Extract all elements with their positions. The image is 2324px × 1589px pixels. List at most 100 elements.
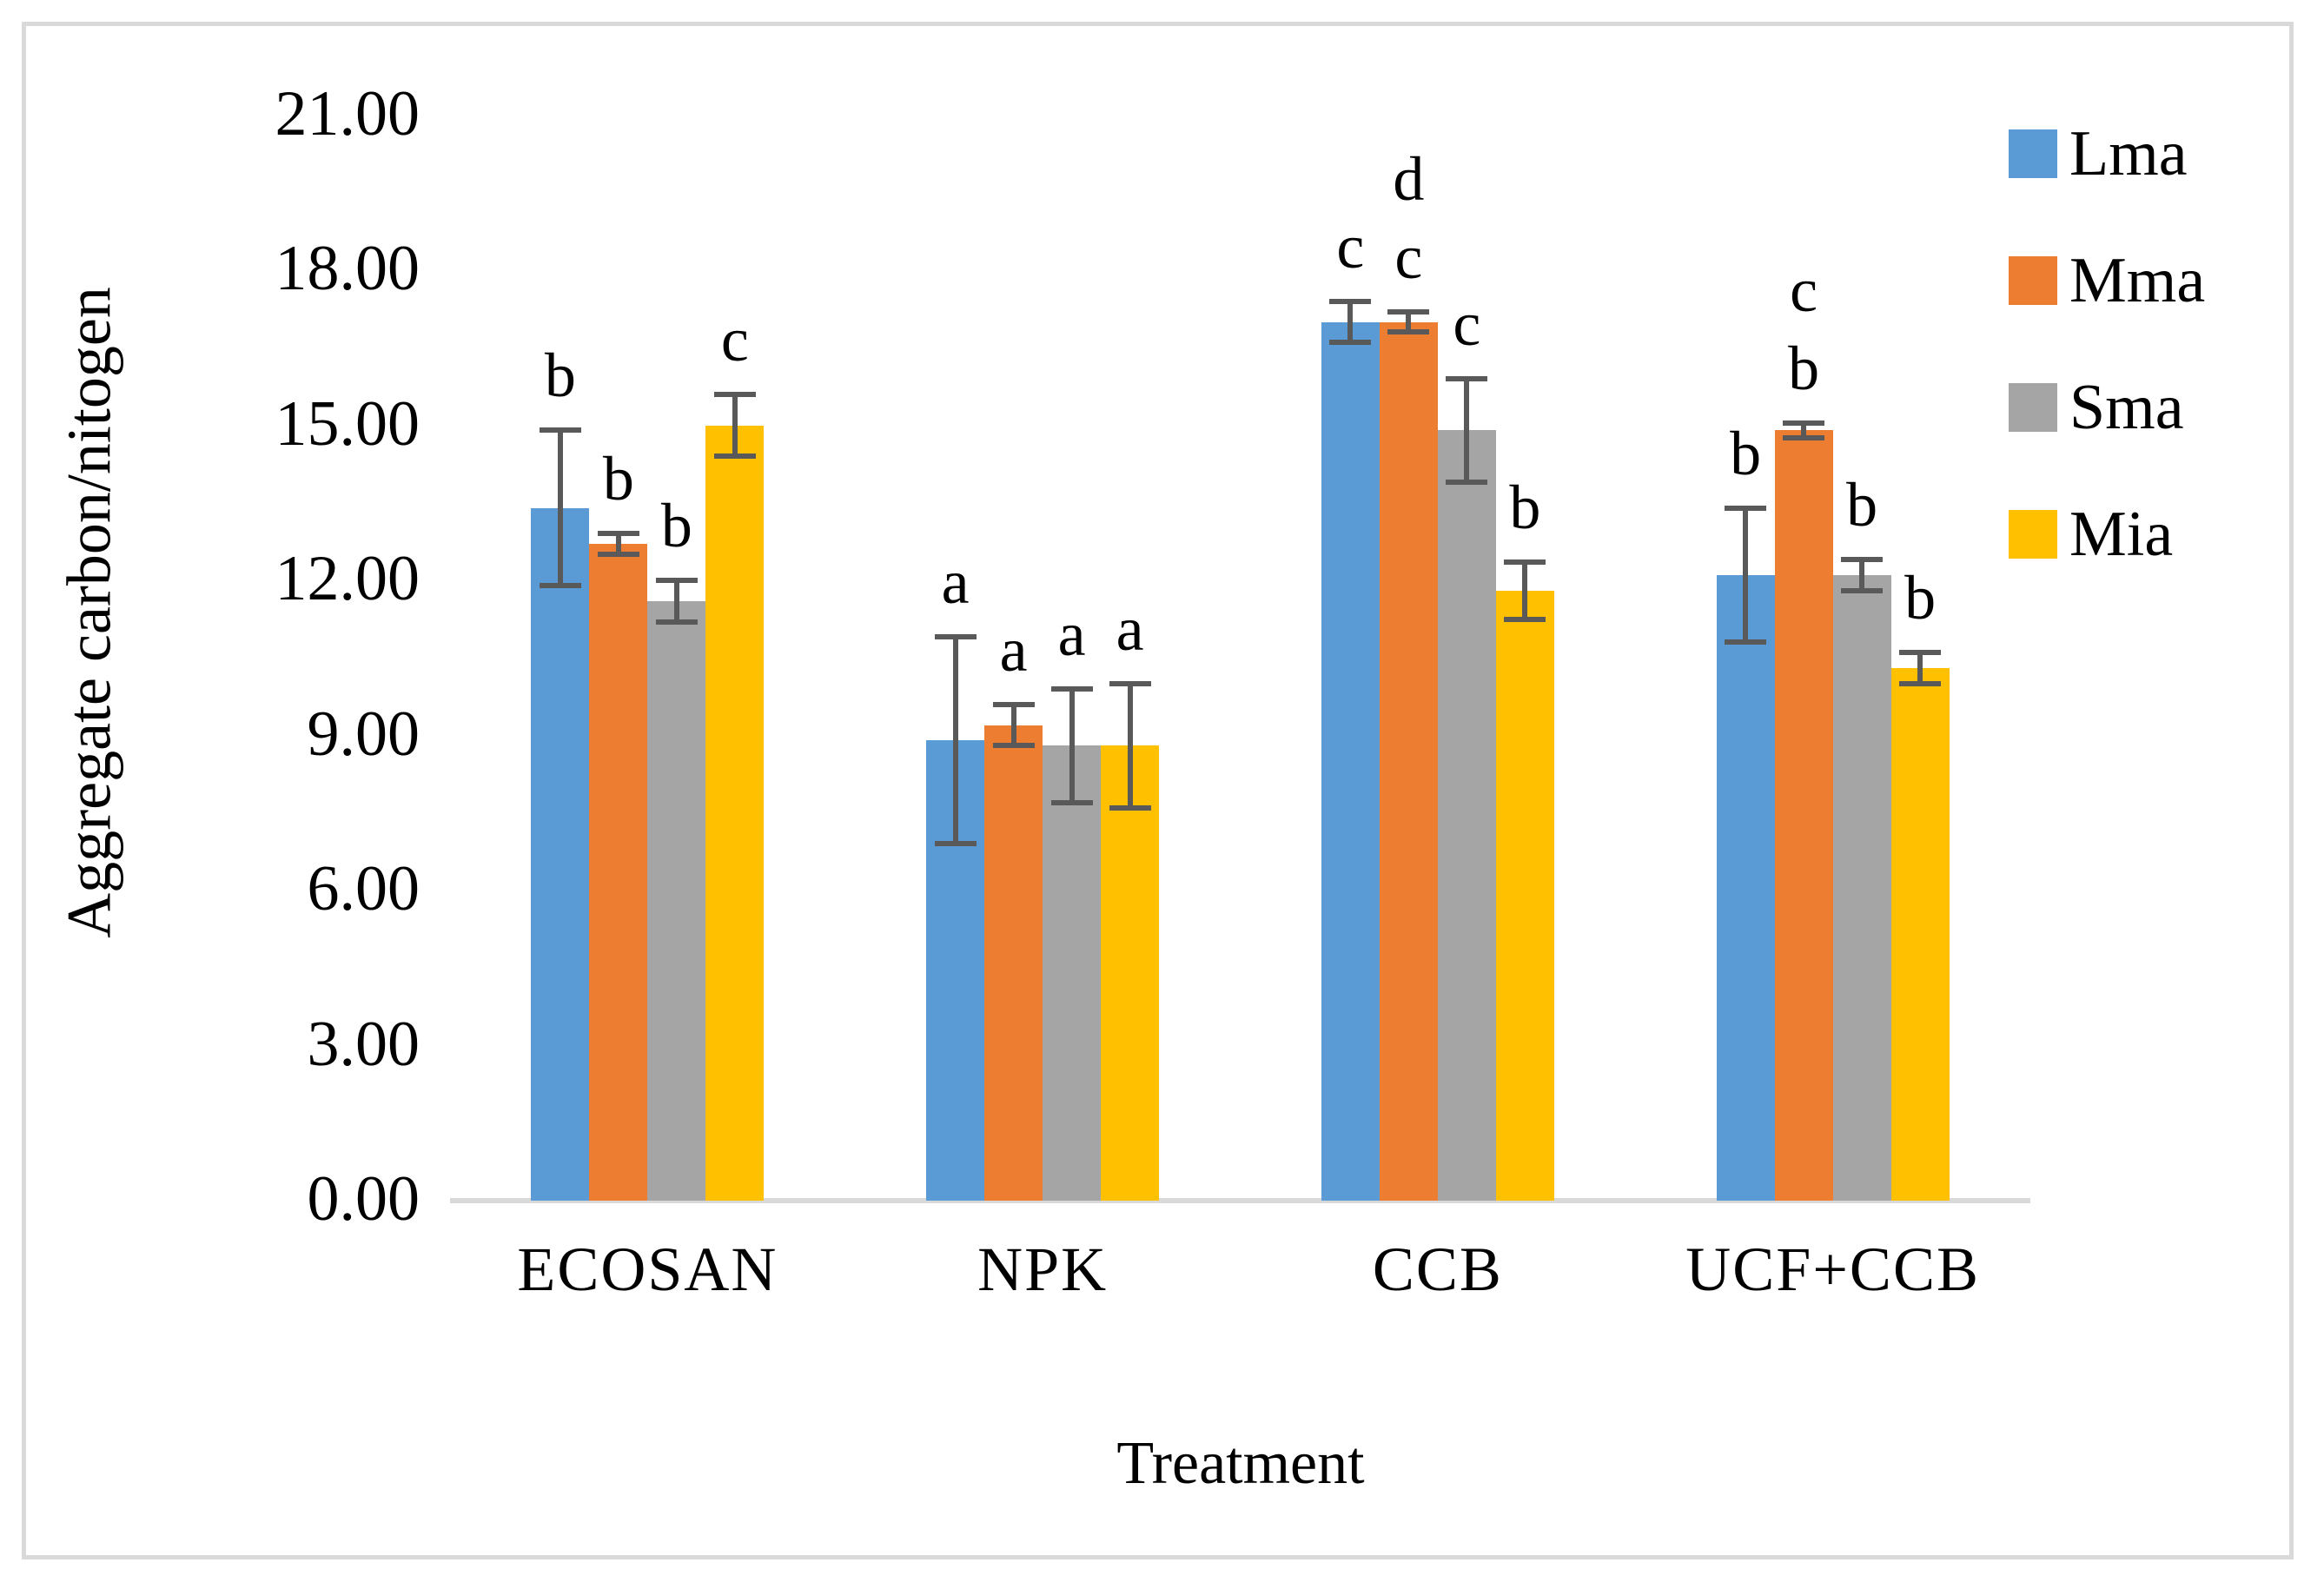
error-bar-line (673, 580, 679, 622)
legend-item-mia: Mia (2009, 502, 2173, 566)
significance-letter-text: b (544, 341, 576, 411)
error-bar-cap (1329, 340, 1372, 346)
significance-letter-text: c (1336, 211, 1365, 281)
significance-letter: a (1116, 590, 1144, 668)
significance-letter-text: b (660, 491, 692, 560)
legend-swatch-mma (2009, 256, 2057, 305)
legend-swatch-mia (2009, 510, 2057, 559)
y-tick-label: 9.00 (307, 698, 420, 770)
y-axis-title: Aggregate carbon/nitogen (54, 287, 124, 938)
significance-letter: b (1904, 559, 1936, 637)
error-bar-cap (1504, 616, 1546, 622)
error-bar-cap (655, 619, 698, 625)
significance-letter-text: d (1393, 143, 1425, 214)
error-bar-line (1859, 559, 1865, 591)
legend-label: Mia (2069, 499, 2174, 570)
error-bar-line (1917, 652, 1923, 684)
significance-letter: a (1000, 611, 1028, 689)
bar-mia-npk (1101, 745, 1160, 1201)
bar-lma-ccb (1321, 321, 1380, 1201)
significance-letter-text: b (1730, 418, 1762, 488)
x-axis-line (450, 1198, 2030, 1203)
bar-lma-ecosan (531, 507, 590, 1201)
significance-letter: a (1058, 595, 1086, 673)
significance-letter: b (1730, 414, 1761, 493)
error-bar-cap (992, 701, 1035, 707)
y-tick-label: 3.00 (307, 1008, 420, 1080)
error-bar-cap (713, 391, 756, 397)
error-bar-cap (1783, 435, 1825, 441)
significance-letter-text: b (1788, 333, 1820, 403)
error-bar-cap (597, 552, 639, 558)
error-bar-cap (1329, 298, 1372, 304)
x-axis-category-label: ECOSAN (517, 1235, 778, 1304)
significance-letter: b (1509, 468, 1540, 546)
error-bar-cap (934, 634, 977, 640)
bar-mia-ucf+ccb (1890, 668, 1950, 1201)
y-tick-label: 21.00 (275, 77, 420, 149)
significance-letter-text: b (1846, 470, 1878, 540)
y-tick-label: 0.00 (307, 1162, 420, 1235)
bar-mma-ecosan (589, 544, 648, 1201)
significance-letter-text: c (1790, 255, 1818, 325)
error-bar-line (615, 533, 621, 555)
error-bar-cap (1387, 329, 1430, 335)
bar-lma-ucf+ccb (1716, 575, 1775, 1201)
significance-letter: b (545, 336, 576, 414)
significance-letter-text: c (1453, 288, 1481, 359)
error-bar-cap (1446, 479, 1488, 485)
significance-letter-text: a (1116, 594, 1144, 664)
y-tick-label: 18.00 (275, 232, 420, 304)
significance-letter: c (1336, 208, 1364, 286)
error-bar-cap (1050, 685, 1093, 692)
legend-label: Lma (2069, 118, 2188, 189)
error-bar-cap (1050, 799, 1093, 805)
error-bar-cap (1387, 308, 1430, 314)
error-bar-cap (1899, 681, 1942, 686)
error-bar-line (557, 430, 563, 586)
legend-item-lma: Lma (2009, 122, 2188, 186)
error-bar-cap (1841, 587, 1884, 593)
significance-letter: b (661, 487, 692, 565)
error-bar-line (1406, 311, 1412, 333)
significance-letter: b (1846, 466, 1877, 544)
significance-letter-text: c (720, 304, 749, 374)
legend-swatch-lma (2009, 129, 2057, 178)
error-bar-cap (1783, 420, 1825, 426)
significance-letter-text: c (1394, 222, 1423, 292)
significance-letter: a (942, 543, 970, 621)
y-tick-label: 15.00 (275, 387, 420, 460)
x-axis-category-label: CCB (1372, 1235, 1503, 1304)
significance-letter-text: a (941, 547, 970, 618)
error-bar-cap (1841, 557, 1884, 563)
error-bar-cap (539, 427, 581, 434)
error-bar-cap (1725, 639, 1767, 646)
error-bar-cap (1446, 375, 1488, 381)
significance-letter: c (721, 301, 749, 379)
error-bar-line (1069, 688, 1075, 803)
error-bar-line (1127, 684, 1133, 808)
bar-mma-ccb (1379, 321, 1438, 1201)
error-bar-line (1347, 301, 1354, 343)
bar-mia-ecosan (705, 425, 765, 1201)
significance-letter-text: b (1904, 563, 1937, 633)
bar-sma-ucf+ccb (1832, 575, 1891, 1201)
error-bar-cap (655, 578, 698, 583)
y-tick-label: 12.00 (275, 542, 420, 614)
error-bar-line (1743, 507, 1749, 643)
error-bar-cap (713, 454, 756, 460)
figure-border (22, 22, 2294, 1559)
error-bar-line (1801, 422, 1807, 439)
error-bar-cap (1504, 559, 1546, 566)
error-bar-cap (1899, 650, 1942, 656)
error-bar-cap (992, 743, 1035, 749)
legend-label: Mma (2069, 245, 2206, 316)
legend-item-mma: Mma (2009, 248, 2205, 313)
bar-sma-ecosan (647, 600, 706, 1201)
error-bar-cap (1109, 804, 1151, 811)
legend-item-sma: Sma (2009, 375, 2184, 440)
significance-letter: b (603, 440, 634, 518)
